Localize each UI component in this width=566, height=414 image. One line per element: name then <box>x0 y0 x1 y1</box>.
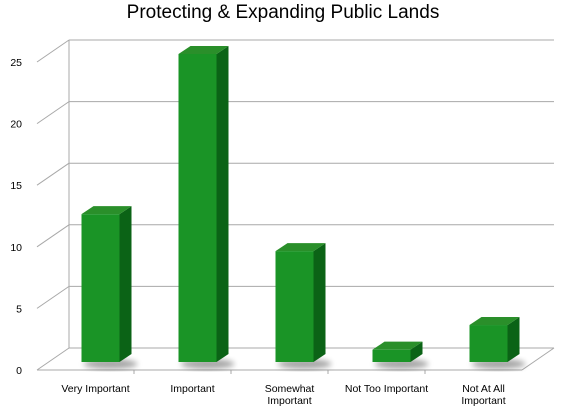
x-tick-label: Important <box>170 383 214 395</box>
bar-front <box>178 54 217 362</box>
y-tick-label: 25 <box>10 57 22 69</box>
y-tick-label: 10 <box>10 242 22 254</box>
x-tick-label: Not Too Important <box>345 383 428 395</box>
bar-top <box>469 317 520 326</box>
bar-side <box>507 317 520 362</box>
y-tick-label: 15 <box>10 180 22 192</box>
y-tick-label: 0 <box>16 365 22 377</box>
x-axis: Very Important Important Somewhat Important… <box>61 383 505 407</box>
x-tick-label: Somewhat Important <box>265 383 315 407</box>
bar-front <box>469 325 508 362</box>
bar-side <box>313 243 326 362</box>
gridline-diagonal <box>36 39 70 63</box>
gridline-diagonal <box>36 347 70 371</box>
bars <box>81 46 526 369</box>
bar-front <box>275 251 314 362</box>
bar <box>469 317 526 369</box>
bar-side <box>216 46 229 362</box>
bar <box>178 46 235 369</box>
gridline-diagonal <box>36 162 70 186</box>
x-tick-label: Not At All Important <box>461 383 505 407</box>
bar <box>372 341 429 369</box>
bar-front <box>81 214 120 362</box>
y-tick-label: 20 <box>10 119 22 131</box>
bar <box>81 206 138 369</box>
y-tick-label: 5 <box>16 303 22 315</box>
bar-top <box>81 206 132 215</box>
bar-top <box>178 46 229 54</box>
bar-side <box>119 206 132 362</box>
chart-title: Protecting & Expanding Public Lands <box>126 2 440 23</box>
x-tick-label: Very Important <box>61 383 129 395</box>
gridline-diagonal <box>36 101 70 125</box>
gridline-diagonal <box>36 285 70 309</box>
y-axis: 0 5 10 15 20 25 <box>10 57 22 377</box>
bar-front <box>372 349 411 362</box>
bar-top <box>275 243 326 252</box>
bar-side <box>410 341 423 362</box>
bar-top <box>372 341 423 350</box>
gridline-diagonal <box>36 224 70 248</box>
floor-right-edge <box>521 347 555 371</box>
bar <box>275 243 332 369</box>
